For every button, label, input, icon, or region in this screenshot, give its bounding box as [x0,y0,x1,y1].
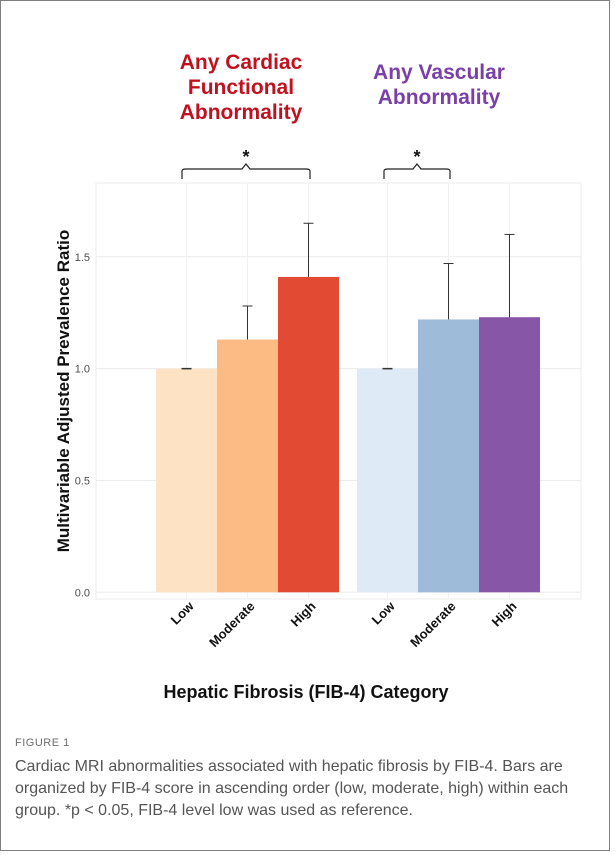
group-title-line: Abnormality [378,86,501,109]
bar [418,319,479,593]
significance-bracket [181,163,311,179]
y-tick-label: 0.5 [75,475,90,487]
significance-marker: * [242,147,249,167]
figure-caption: Cardiac MRI abnormalities associated wit… [15,758,569,819]
bar [217,339,278,593]
y-tick-label: 0.0 [75,587,90,599]
bar-chart: 0.0 0.5 1.0 1.5 Low Moderate High Low Moderate Hi… [54,51,582,702]
x-tick-label: Moderate [206,599,257,650]
bar [278,276,339,593]
group-title-line: Any Cardiac [180,51,303,74]
significance-bracket [383,163,451,179]
y-tick-label: 1.0 [75,364,90,376]
y-tick-label: 1.5 [75,252,90,264]
x-tick-label: High [489,598,520,629]
group-title-line: Abnormality [180,101,303,124]
x-axis-title: Hepatic Fibrosis (FIB-4) Category [163,682,448,702]
significance-marker: * [413,147,420,167]
y-axis-title: Multivariable Adjusted Prevalence Ratio [54,230,73,552]
bar [479,317,540,593]
bar [156,368,217,593]
x-tick-label: Moderate [407,599,458,650]
x-tick-label: Low [168,598,198,628]
figure-label: FIGURE 1 [15,737,70,749]
group-title-line: Functional [188,76,294,99]
group-title-line: Any Vascular [373,61,505,84]
x-tick-label: Low [369,598,399,628]
bar [357,368,418,593]
x-tick-label: High [288,598,319,629]
